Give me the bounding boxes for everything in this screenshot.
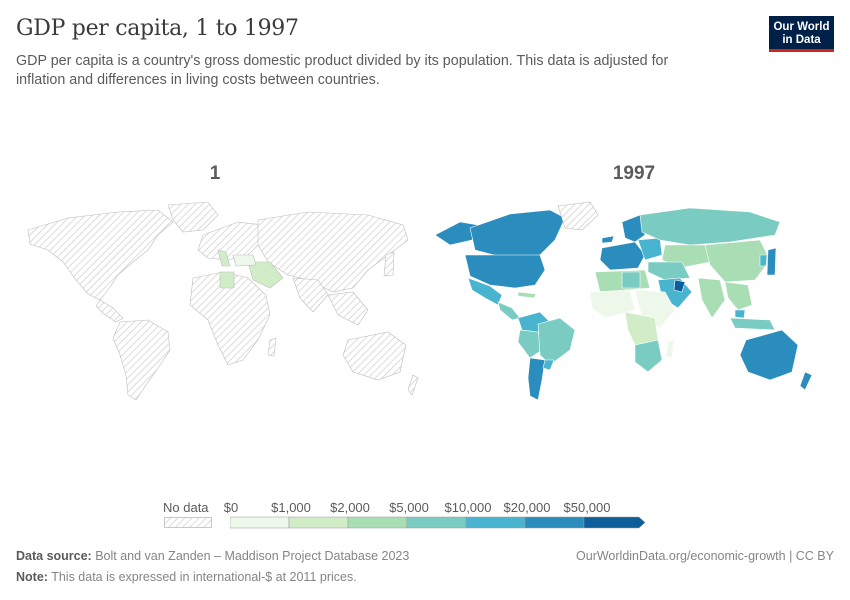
region-central-america[interactable] — [497, 301, 521, 321]
region-middle-east[interactable] — [247, 261, 284, 289]
legend-bin-5[interactable] — [524, 516, 585, 529]
region-korea[interactable] — [759, 254, 768, 267]
owid-logo[interactable]: Our World in Data — [769, 16, 834, 52]
region-indonesia[interactable] — [729, 317, 776, 331]
logo-line-2: in Data — [782, 33, 821, 46]
legend-bin-2[interactable] — [347, 516, 408, 529]
region-central-america[interactable] — [95, 299, 124, 323]
region-china-mongolia[interactable] — [704, 239, 771, 283]
region-argentina-chile[interactable] — [527, 357, 546, 401]
chart-subtitle: GDP per capita is a country's gross dome… — [16, 53, 669, 88]
region-greenland[interactable] — [557, 201, 599, 231]
region-uruguay[interactable] — [542, 359, 555, 371]
region-africa[interactable] — [189, 271, 271, 366]
region-south-asia[interactable] — [292, 277, 329, 313]
region-mexico[interactable] — [467, 277, 503, 306]
legend-bin-0[interactable] — [230, 516, 290, 529]
region-south-america[interactable] — [112, 319, 171, 401]
legend-tick-1000: $1,000 — [271, 500, 311, 515]
region-new-zealand[interactable] — [407, 374, 419, 396]
footer-note: Note: This data is expressed in internat… — [16, 570, 357, 584]
region-north-america[interactable] — [27, 209, 174, 301]
data-source-label: Data source: — [16, 549, 92, 563]
region-southern-africa[interactable] — [634, 339, 663, 373]
legend-tick-2000: $2,000 — [330, 500, 370, 515]
legend-no-data-label: No data — [163, 500, 209, 515]
logo-line-1: Our World — [773, 21, 830, 33]
legend-tick-10000: $10,000 — [444, 500, 492, 515]
footer-url-license[interactable]: OurWorldinData.org/economic-growth | CC … — [576, 549, 834, 563]
region-usa[interactable] — [464, 254, 546, 289]
region-malaysia[interactable] — [734, 309, 746, 319]
region-peru-bolivia[interactable] — [517, 329, 543, 359]
region-madagascar[interactable] — [665, 339, 675, 359]
region-madagascar[interactable] — [267, 337, 277, 357]
panel-label-year-1997: 1997 — [612, 163, 656, 184]
panel-label-year-1: 1 — [209, 163, 221, 184]
footer-data-source: Data source: Bolt and van Zanden – Maddi… — [16, 549, 409, 563]
region-australia[interactable] — [739, 329, 799, 381]
chart-title: GDP per capita, 1 to 1997 — [16, 16, 299, 41]
region-brazil[interactable] — [537, 317, 576, 366]
region-southeast-asia[interactable] — [724, 281, 753, 311]
region-iceland[interactable] — [601, 235, 615, 244]
region-west-africa[interactable] — [589, 289, 636, 319]
region-caribbean[interactable] — [517, 291, 537, 299]
world-map-year-1997[interactable] — [430, 200, 830, 410]
legend-bin-4[interactable] — [465, 516, 526, 529]
legend-tick-5000: $5,000 — [389, 500, 429, 515]
region-eastern-europe[interactable] — [637, 237, 663, 261]
region-canada[interactable] — [469, 209, 566, 259]
region-new-zealand[interactable] — [799, 371, 813, 391]
legend-tick-20000: $20,000 — [503, 500, 551, 515]
region-india[interactable] — [697, 277, 726, 319]
legend-bin-6[interactable] — [583, 516, 646, 529]
region-italy[interactable] — [217, 249, 231, 267]
region-gulf-states[interactable] — [673, 279, 686, 293]
legend-bin-3[interactable] — [406, 516, 467, 529]
note-label: Note: — [16, 570, 48, 584]
legend-tick-50000: $50,000 — [563, 500, 611, 515]
region-libya[interactable] — [621, 271, 641, 289]
region-australia[interactable] — [342, 331, 407, 381]
data-source-text: Bolt and van Zanden – Maddison Project D… — [95, 549, 410, 563]
region-southeast-asia[interactable] — [327, 291, 369, 326]
region-western-europe[interactable] — [599, 241, 646, 271]
region-japan[interactable] — [383, 251, 395, 277]
legend-no-data-swatch[interactable] — [164, 517, 212, 528]
region-scandinavia[interactable] — [621, 214, 646, 243]
region-japan[interactable] — [766, 247, 777, 276]
region-russia[interactable] — [639, 207, 781, 246]
region-greenland[interactable] — [167, 201, 219, 233]
legend-bin-1[interactable] — [288, 516, 349, 529]
world-map-year-1[interactable] — [8, 200, 428, 410]
note-text: This data is expressed in international-… — [51, 570, 357, 584]
region-egypt[interactable] — [219, 271, 235, 289]
legend-color-scale[interactable] — [230, 516, 650, 530]
region-europe[interactable] — [197, 221, 264, 261]
region-greece-turkey[interactable] — [232, 254, 257, 267]
legend-tick-0: $0 — [223, 500, 239, 515]
